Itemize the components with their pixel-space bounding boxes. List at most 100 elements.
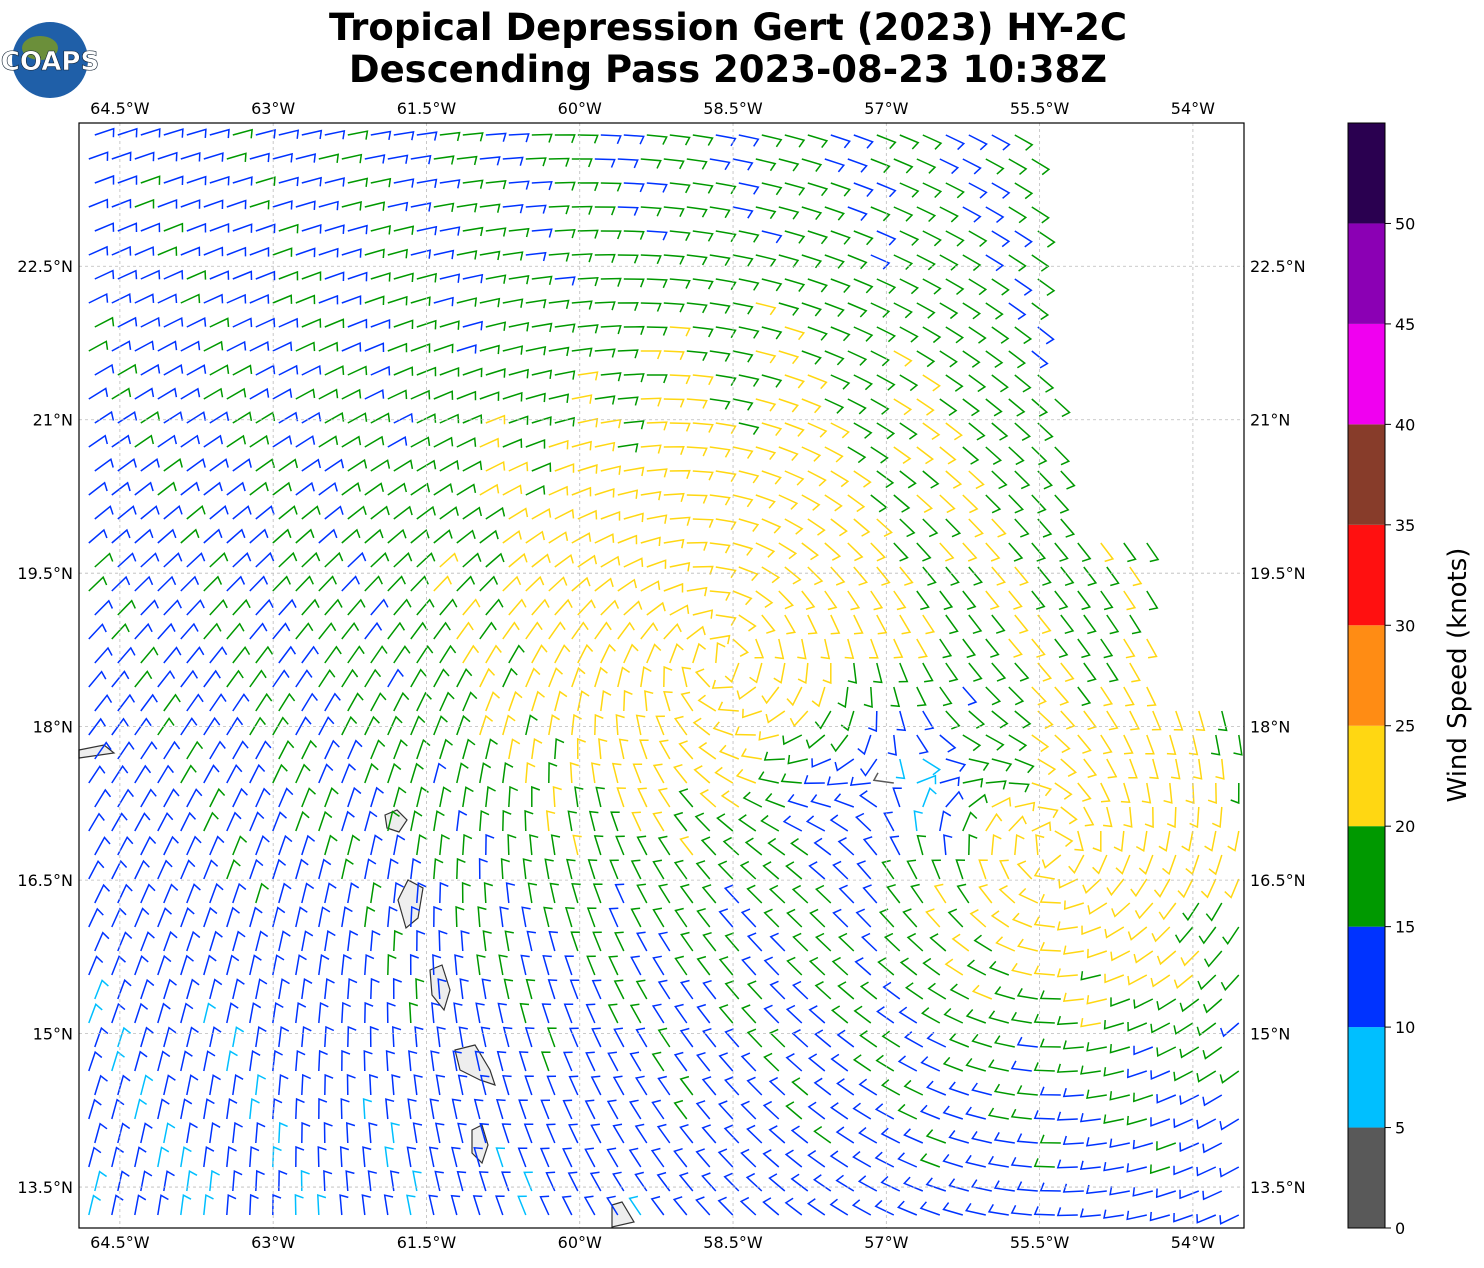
wind-barb — [301, 1025, 312, 1048]
wind-barb — [962, 494, 979, 514]
wind-barb — [415, 977, 425, 1000]
wind-barb — [1211, 806, 1223, 829]
wind-barb — [134, 622, 153, 640]
wind-barb — [1077, 638, 1091, 659]
wind-barb — [945, 710, 961, 730]
wind-barb — [88, 198, 109, 209]
wind-barb — [763, 751, 785, 761]
wind-barb — [651, 1099, 665, 1120]
wind-barb — [324, 458, 345, 472]
wind-barb — [855, 812, 872, 832]
wind-barb — [347, 365, 368, 376]
wind-barb — [942, 1105, 964, 1120]
wind-barb — [1127, 1068, 1148, 1079]
wind-barb — [829, 814, 849, 832]
wind-barb — [787, 793, 809, 808]
wind-barb — [623, 182, 645, 193]
wind-barb — [458, 1026, 468, 1048]
wind-barb — [686, 541, 708, 551]
wind-barb — [485, 460, 506, 472]
wind-barb — [364, 953, 375, 976]
wind-barb — [554, 508, 575, 520]
wind-barb — [716, 813, 734, 832]
wind-barb — [939, 398, 958, 417]
wind-barb — [255, 458, 276, 472]
wind-barb — [758, 731, 779, 741]
wind-barb — [226, 859, 241, 880]
wind-barb — [272, 763, 288, 784]
wind-barb — [255, 598, 274, 616]
wind-barb — [1031, 686, 1047, 706]
wind-barb — [769, 932, 786, 952]
wind-barb — [876, 566, 891, 586]
wind-barb — [370, 929, 381, 952]
wind-barb — [939, 810, 952, 832]
wind-barb — [853, 470, 872, 488]
wind-barb — [858, 1078, 878, 1096]
wind-barb — [686, 350, 708, 362]
wind-barb — [669, 326, 691, 337]
wind-barb — [1082, 878, 1102, 894]
wind-barb — [1077, 686, 1092, 707]
wind-barb — [180, 811, 197, 832]
wind-barb — [874, 1103, 895, 1120]
wind-barb — [485, 691, 501, 712]
wind-barb — [186, 128, 207, 138]
wind-barb — [969, 909, 987, 928]
wind-barb — [499, 906, 509, 928]
wind-barb — [1014, 278, 1033, 296]
wind-barb — [301, 739, 318, 760]
wind-barb — [134, 1146, 147, 1168]
wind-barb — [1180, 950, 1200, 967]
wind-barb — [718, 908, 734, 928]
wind-barb — [876, 278, 897, 294]
wind-barb — [922, 662, 934, 683]
wind-barb — [755, 206, 777, 220]
wind-barb — [341, 388, 362, 400]
wind-barb — [1188, 734, 1199, 756]
wind-barb — [180, 1194, 192, 1216]
wind-barb — [134, 907, 150, 928]
wind-barb — [1014, 662, 1030, 682]
wind-barb — [791, 980, 809, 1000]
wind-barb — [939, 542, 955, 562]
wind-barb — [340, 1097, 350, 1120]
wind-barb — [94, 693, 113, 712]
wind-barb — [945, 326, 965, 344]
wind-barb — [180, 199, 201, 209]
wind-barb — [226, 622, 245, 640]
wind-barb — [387, 762, 402, 784]
wind-barb — [1033, 1206, 1055, 1216]
wind-barb — [577, 417, 599, 428]
wind-barb — [456, 202, 478, 213]
wind-barb — [203, 575, 223, 592]
wind-barb — [1103, 806, 1113, 828]
wind-barb — [361, 1194, 371, 1216]
wind-barb — [569, 761, 580, 784]
wind-barb — [600, 230, 622, 240]
wind-barb — [686, 206, 708, 218]
wind-barb — [801, 206, 823, 221]
wind-barb — [646, 559, 667, 569]
island — [611, 1201, 635, 1228]
wind-barb — [939, 686, 953, 707]
wind-barb — [606, 1195, 619, 1216]
wind-barb — [617, 666, 631, 688]
wind-barb — [853, 518, 871, 537]
wind-barb — [587, 859, 598, 880]
wind-barb — [1083, 566, 1098, 587]
wind-barb — [993, 1180, 1015, 1192]
wind-barb — [571, 882, 581, 904]
wind-barb — [416, 552, 436, 568]
wind-barb — [1100, 686, 1114, 707]
wind-barb — [830, 422, 850, 439]
wind-barb — [324, 598, 343, 616]
wind-barb — [439, 881, 449, 904]
wind-barb — [761, 686, 780, 705]
wind-barb — [462, 460, 483, 472]
wind-barb — [531, 690, 545, 712]
wind-barb — [715, 278, 737, 291]
wind-barb — [364, 810, 378, 832]
wind-barb — [370, 739, 386, 760]
wind-barb — [531, 598, 550, 616]
